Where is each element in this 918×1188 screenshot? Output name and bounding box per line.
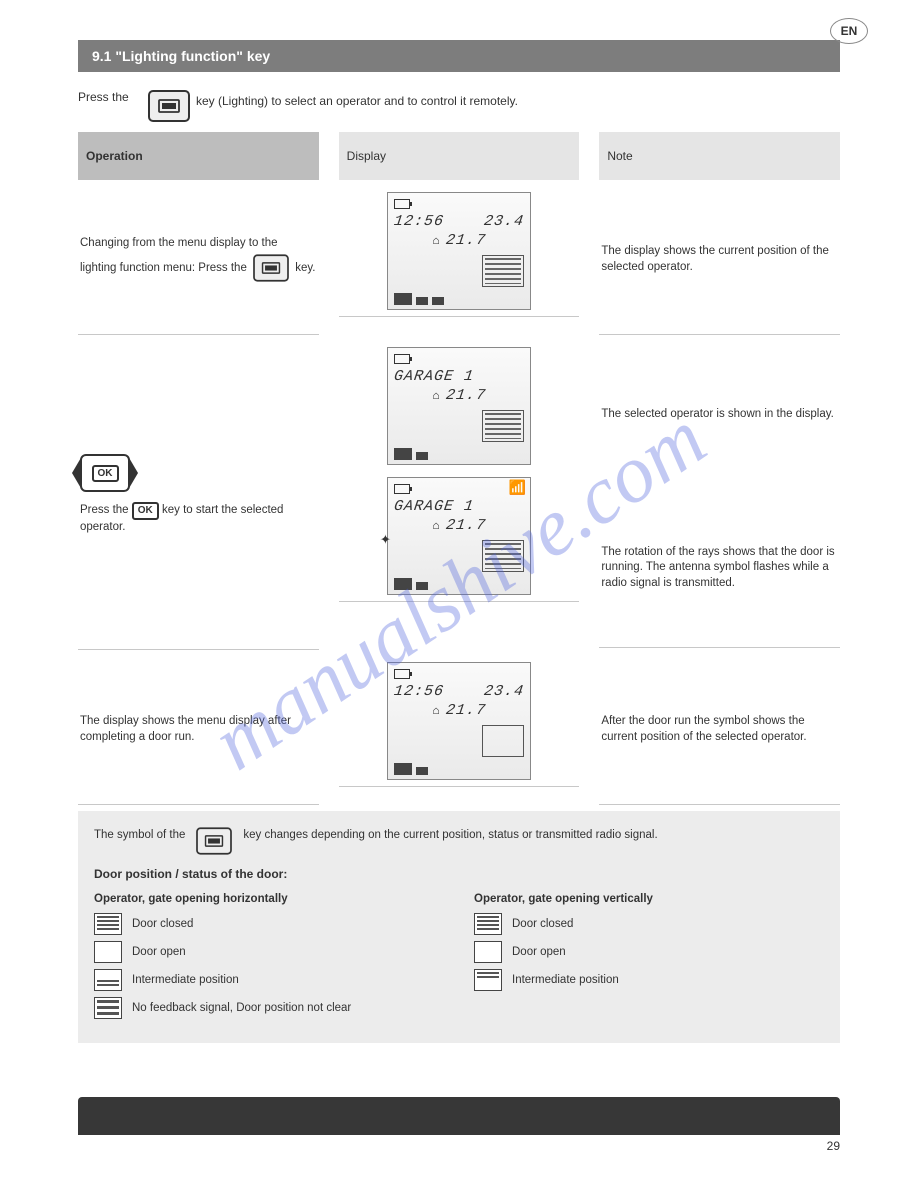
language-badge: EN (830, 18, 868, 44)
lighting-key-icon (197, 827, 233, 854)
col-header-operation: Operation (78, 132, 319, 180)
door-closed-icon (482, 255, 524, 287)
intro-after: key (Lighting) to select an operator and… (196, 90, 518, 108)
gate-horizontal-col: Operator, gate opening horizontally Door… (94, 889, 444, 1025)
step1-text: Changing from the menu display to the li… (80, 236, 317, 284)
ok-key-icon: OK (132, 502, 159, 520)
battery-icon (394, 199, 410, 209)
door-intermediate-icon (94, 969, 122, 991)
door-open-icon (474, 941, 502, 963)
status-item: Intermediate position (94, 969, 444, 991)
status-item: Intermediate position (474, 969, 824, 991)
house-icon: ⌂ (432, 234, 439, 248)
step-row-1: Changing from the menu display to the li… (78, 186, 840, 335)
status-item: Door closed (94, 913, 444, 935)
antenna-icon: 📶 (509, 480, 526, 497)
lcd-screen-3: 📶 GARAGE 1 ⌂21.7 ✦ (387, 477, 531, 595)
col-header-display: Display (339, 132, 580, 180)
battery-icon (394, 484, 410, 494)
lcd-screen-4: 12:5623.4 ⌂21.7 (387, 662, 531, 780)
door-intermediate-icon (474, 969, 502, 991)
step4-note: After the door run the symbol shows the … (601, 714, 838, 745)
status-item: Door open (94, 941, 444, 963)
col-header-note: Note (599, 132, 840, 180)
lcd-screen-2: GARAGE 1 ⌂21.7 (387, 347, 531, 465)
step-row-4: The display shows the menu display after… (78, 656, 840, 805)
door-closed-icon (482, 410, 524, 442)
gate-vertical-col: Operator, gate opening vertically Door c… (474, 889, 824, 1025)
step2-note: The selected operator is shown in the di… (601, 407, 838, 423)
step2-left: OK Press the OK key to start the selecte… (80, 454, 317, 535)
battery-icon (394, 354, 410, 364)
door-unknown-icon (94, 997, 122, 1019)
page: EN 9.1 "Lighting function" key Press the… (0, 0, 918, 1073)
table-header-row: Operation Display Note (78, 132, 840, 180)
status-item: Door closed (474, 913, 824, 935)
intro-before: Press the (78, 90, 148, 104)
intro-row: Press the key (Lighting) to select an op… (78, 90, 840, 122)
door-closed-icon (94, 913, 122, 935)
door-closed-icon (474, 913, 502, 935)
step-row-2: OK Press the OK key to start the selecte… (78, 341, 840, 650)
battery-icon (394, 669, 410, 679)
lighting-key-icon (253, 254, 289, 281)
status-item: No feedback signal, Door position not cl… (94, 997, 444, 1019)
lighting-key-icon (148, 90, 190, 122)
door-moving-icon (482, 540, 524, 572)
section-title: 9.1 "Lighting function" key (78, 40, 840, 72)
step4-left: The display shows the menu display after… (80, 714, 317, 745)
info-box: The symbol of the key changes depending … (78, 811, 840, 1043)
status-item: Door open (474, 941, 824, 963)
door-open-icon (94, 941, 122, 963)
step3-note: The rotation of the rays shows that the … (601, 545, 838, 592)
step1-note: The display shows the current position o… (601, 244, 838, 275)
footer-nav-bar (78, 1097, 840, 1135)
lcd-screen-1: 12:5623.4 ⌂21.7 (387, 192, 531, 310)
page-number: 29 (0, 1135, 918, 1161)
door-open-icon (482, 725, 524, 757)
info-note: Door position / status of the door: (94, 867, 824, 881)
rays-icon: ✦ (380, 528, 391, 550)
ok-remote-icon: OK (80, 454, 130, 492)
